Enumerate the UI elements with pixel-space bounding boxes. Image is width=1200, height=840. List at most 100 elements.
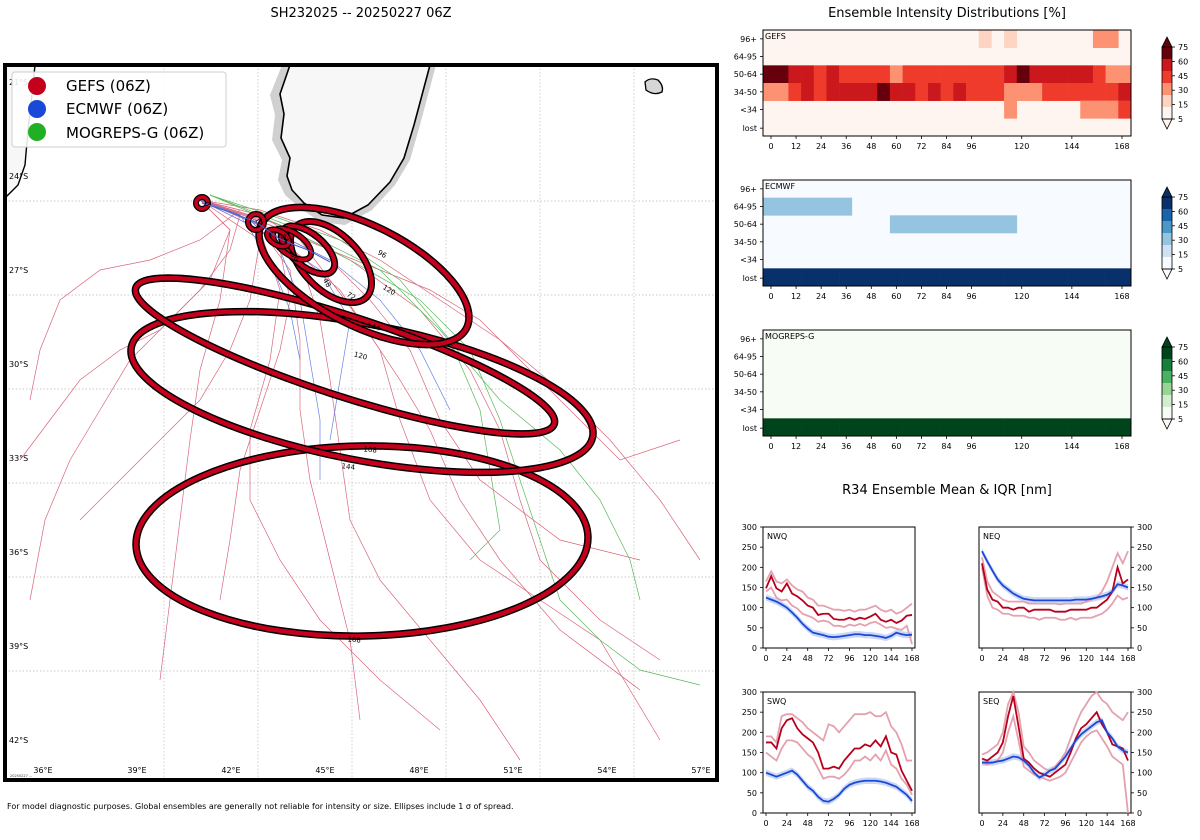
heatmap-cell [801,65,815,84]
heatmap-xlabel: 84 [941,442,951,451]
heatmap-cell [1067,418,1081,437]
heatmap-ylabel: 50-64 [734,220,757,229]
r34-gefs-q75-line [981,689,1129,772]
heatmap-cell [763,268,776,287]
r34-ylabel: 100 [742,769,757,778]
heatmap-cell [927,418,941,437]
map-title: SH232025 -- 20250227 06Z [270,6,451,21]
heatmap-cell [1054,83,1068,101]
heatmap-cell [775,268,789,287]
lat-label: 33°S [9,454,28,463]
heatmap-xlabel: 168 [1114,142,1129,151]
heatmap-cell [1067,65,1081,84]
r34-gefs-q75-line [765,569,913,615]
heatmap-ylabel: 50-64 [734,370,757,379]
heatmap-cell [763,197,776,216]
ellipse-24h [265,227,291,249]
heatmap-model-label: GEFS [765,32,786,41]
heatmap-cell [966,83,980,101]
heatmap-cell [915,215,929,234]
colorbar-frame [1161,346,1173,420]
heatmap-cell [877,83,891,101]
heatmap-cell [978,65,992,84]
heatmap-cell [851,83,865,101]
r34-ylabel: 150 [1137,584,1152,593]
r34-xlabel: 168 [1120,654,1135,663]
r34-ecmwf-mean-line [981,550,1129,602]
madagascar-coast [279,65,431,219]
heatmap-xlabel: 144 [1064,442,1079,451]
r34-xlabel: 24 [998,819,1008,828]
ellipse-0h [194,195,210,211]
heatmap-frame [762,179,1132,287]
heatmap-ylabel: lost [743,274,757,283]
heatmap-cell [915,268,929,287]
legend-label-gefs: GEFS (06Z) [66,77,151,95]
colorbar-label: 75 [1178,343,1188,352]
heatmap-cell [788,65,802,84]
heatmap-cell [889,65,903,84]
heatmap-cell [813,268,827,287]
lon-label: 39°E [127,766,146,775]
heatmap-cell [1004,215,1018,234]
r34-gefs-q75-line [766,710,912,762]
r34-ylabel: 300 [742,523,757,532]
heatmap-cell [826,418,840,437]
r34-xlabel: 72 [1039,819,1049,828]
r34-xlabel: 0 [979,819,984,828]
heatmap-cell [1004,418,1018,437]
heatmap-xlabel: 0 [768,292,773,301]
heatmap-frame [762,29,1132,137]
r34-xlabel: 120 [863,654,878,663]
heatmap-cell [1004,65,1018,84]
heatmap-cell [877,418,891,437]
heatmap-cell [978,418,992,437]
lat-label: 24°S [9,172,28,181]
heatmap-ylabel: lost [743,424,757,433]
heatmap-cell [775,418,789,437]
r34-xlabel: 168 [1120,819,1135,828]
heatmap-cell [839,418,853,437]
heatmap-xlabel: 36 [841,292,851,301]
ellipse-label: 48 [321,277,332,289]
r34-ylabel: 300 [1137,688,1152,697]
r34-panel-label: SEQ [983,697,999,706]
heatmap-cell [966,268,980,287]
heatmap-cell [1042,268,1056,287]
heatmap-ylabel: <34 [740,406,757,415]
heatmap-cell [940,268,954,287]
heatmap-cell [1029,65,1043,84]
lat-label: 36°S [9,548,28,557]
heatmap-cell [1118,100,1132,119]
heatmap-cell [839,268,853,287]
heatmap-cell [1016,83,1030,101]
r34-ylabel: 50 [747,624,757,633]
heatmap-ylabel: 34-50 [734,88,757,97]
r34-panel-label: NWQ [767,532,787,541]
colorbar-label: 45 [1178,372,1188,381]
heatmap-cell [1004,268,1018,287]
r34-panels: NWQ 0 24 48 72 96 120 144 168 300 250 200 150 100 50 0 N… [742,523,1153,828]
r34-ylabel: 50 [1137,789,1147,798]
colorbar-segment [1162,395,1172,408]
map-legend: GEFS (06Z) ECMWF (06Z) MOGREPS-G (06Z) [11,71,227,148]
track-map: 0 12 24 36 48 72 96 120 144 120 168 144 … [3,63,719,782]
heatmap-cell [1092,418,1106,437]
heatmap-cell [1080,100,1094,119]
legend-marker-mogreps [28,123,46,141]
heatmap-cell [801,418,815,437]
reunion-island [644,78,664,95]
heatmap-cell [902,65,916,84]
r34-panel-frame [978,526,1132,649]
heatmap-xlabel: 96 [966,142,976,151]
heatmap-xlabel: 72 [916,292,926,301]
ellipse-144h [133,275,557,437]
r34-gefs-q25-line [981,567,1129,621]
heatmap-cell [889,268,903,287]
intensity-title: Ensemble Intensity Distributions [%] [828,6,1066,21]
heatmap-cell [1067,83,1081,101]
r34-ylabel: 150 [742,584,757,593]
heatmap-cell [991,215,1005,234]
heatmap-cell [902,268,916,287]
heatmap-xlabel: 60 [891,142,901,151]
